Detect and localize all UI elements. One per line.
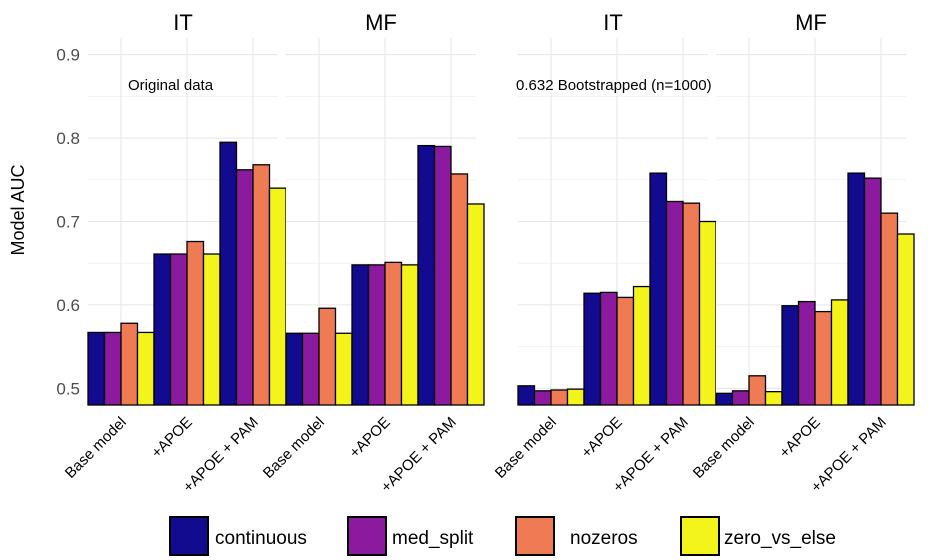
bar-med_split [235, 169, 254, 406]
facet-strip-label: MF [365, 10, 397, 35]
panel-annotation: Original data [128, 77, 214, 94]
bar-nozeros [880, 212, 899, 406]
bar-zero_vs_else [566, 388, 585, 406]
legend-swatch [515, 516, 555, 556]
bar-nozeros [550, 389, 569, 406]
bar-nozeros [252, 164, 271, 406]
x-tick-label: +APOE [578, 414, 626, 462]
y-tick-label: 0.5 [56, 379, 80, 398]
bar-med_split [433, 145, 452, 406]
bar-med_split [103, 331, 122, 406]
legend-item-continuous: continuous [169, 516, 307, 556]
bar-continuous [847, 172, 866, 406]
bar-nozeros [682, 202, 701, 406]
y-tick-label: 0.9 [56, 46, 80, 65]
bar-zero_vs_else [466, 203, 485, 406]
legend-swatch [347, 516, 387, 556]
bar-zero_vs_else [334, 332, 353, 406]
y-tick-label: 0.6 [56, 296, 80, 315]
y-tick-label: 0.7 [56, 213, 80, 232]
bar-zero_vs_else [632, 285, 651, 406]
facet-strip-label: IT [173, 10, 193, 35]
bar-nozeros [318, 307, 337, 406]
y-axis-label: Model AUC [8, 164, 28, 255]
legend-item-nozeros: nozeros [515, 516, 638, 556]
bar-zero_vs_else [830, 299, 849, 406]
facet-strip-label: IT [603, 10, 623, 35]
bar-med_split [797, 300, 816, 406]
bar-continuous [153, 253, 172, 406]
bar-continuous [351, 264, 370, 406]
bar-continuous [583, 292, 602, 406]
x-tick-label: +APOE [346, 414, 394, 462]
bar-zero_vs_else [764, 391, 783, 406]
bar-continuous [417, 144, 436, 406]
bar-zero_vs_else [896, 233, 915, 406]
bar-med_split [533, 390, 552, 406]
bar-zero_vs_else [136, 331, 155, 406]
bar-zero_vs_else [400, 264, 419, 406]
bar-nozeros [814, 310, 833, 406]
x-tick-label: Base model [260, 414, 328, 482]
bar-med_split [169, 253, 188, 406]
bar-med_split [599, 291, 618, 406]
bar-continuous [87, 331, 106, 406]
x-tick-label: Base model [690, 414, 758, 482]
legend-label: continuous [215, 528, 307, 549]
legend: continuous med_split nozeros zero_vs_else [169, 516, 836, 556]
x-tick-label: Base model [62, 414, 130, 482]
bar-med_split [731, 390, 750, 406]
bar-nozeros [748, 375, 767, 406]
bar-nozeros [120, 322, 139, 406]
plot-panels: 0.5 0.6 0.7 0.8 0.9 IT Original data Base model… [56, 10, 915, 496]
bar-continuous [649, 172, 668, 406]
legend-swatch [169, 516, 209, 556]
bar-zero_vs_else [202, 253, 221, 406]
bar-med_split [367, 264, 386, 406]
x-tick-label: Base model [492, 414, 560, 482]
x-tick-label: +APOE [776, 414, 824, 462]
bar-med_split [301, 332, 320, 406]
legend-item-med_split: med_split [347, 516, 474, 556]
bar-continuous [219, 141, 238, 406]
legend-swatch [680, 516, 720, 556]
bar-zero_vs_else [268, 187, 287, 406]
bar-continuous [517, 385, 536, 406]
bar-med_split [665, 200, 684, 406]
legend-label: zero_vs_else [724, 528, 836, 549]
y-tick-label: 0.8 [56, 129, 80, 148]
legend-label: med_split [392, 528, 474, 549]
bar-nozeros [186, 240, 205, 406]
bar-continuous [715, 392, 734, 406]
legend-item-zero_vs_else: zero_vs_else [680, 516, 836, 556]
facet-strip-label: MF [795, 10, 827, 35]
x-tick-label: +APOE [148, 414, 196, 462]
bar-continuous [781, 305, 800, 406]
bar-zero_vs_else [698, 220, 717, 406]
bar-continuous [285, 332, 304, 406]
panel-annotation: 0.632 Bootstrapped (n=1000) [516, 77, 712, 94]
bar-med_split [863, 177, 882, 406]
panel-3: IT 0.632 Bootstrapped (n=1000) Base model +… [492, 10, 717, 496]
bar-nozeros [384, 261, 403, 406]
bar-nozeros [450, 173, 469, 406]
legend-label: nozeros [570, 528, 638, 549]
bar-nozeros [616, 296, 635, 406]
